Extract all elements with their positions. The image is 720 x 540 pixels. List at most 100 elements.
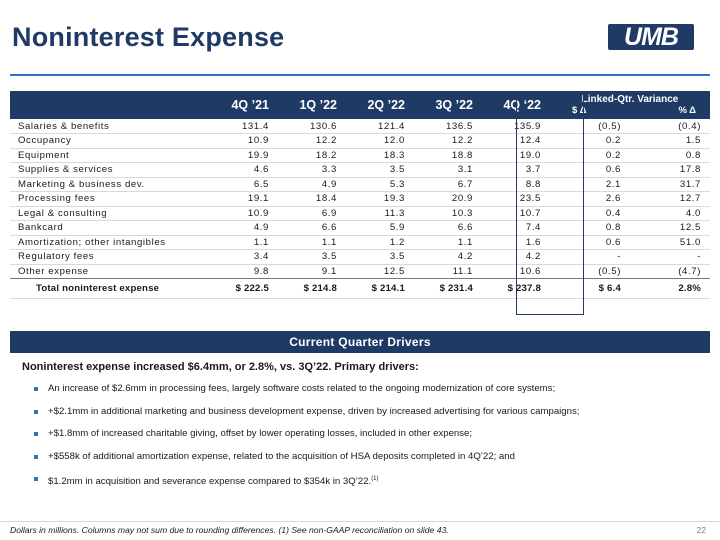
bullet-icon (34, 409, 38, 414)
table-cell: $ 214.1 (346, 278, 414, 299)
table-cell: 10.7 (519, 207, 541, 219)
table-cell: 10.6 (519, 265, 541, 277)
row-label: Legal & consulting (18, 207, 108, 219)
table-cell: 0.4 (605, 207, 621, 219)
row-label: Occupancy (18, 135, 72, 147)
table-cell: $ 231.4 (414, 278, 482, 299)
table-cell: (4.7) (678, 265, 701, 277)
table-cell: 18.2 (315, 149, 337, 161)
table-cell: 8.8 (525, 178, 541, 190)
drivers-header: Current Quarter Drivers (10, 331, 710, 353)
table-cell: 19.9 (247, 149, 269, 161)
row-label: Equipment (18, 149, 70, 161)
table-cell: 6.6 (457, 222, 473, 234)
variance-pct-header: % Δ (678, 105, 696, 116)
table-cell: 4.0 (685, 207, 701, 219)
table-cell: 12.2 (451, 135, 473, 147)
table-cell: 4.9 (253, 222, 269, 234)
table-cell: 7.4 (525, 222, 541, 234)
footnote-ref: (1) (371, 476, 379, 482)
table-cell: 1.5 (685, 135, 701, 147)
table-cell: 1.1 (321, 236, 337, 248)
table-cell: 10.3 (451, 207, 473, 219)
table-cell: 4.6 (253, 164, 269, 176)
table-cell: (0.5) (598, 120, 621, 132)
table-cell: 130.6 (309, 120, 337, 132)
table-cell: 31.7 (679, 178, 701, 190)
table-row: Equipment 19.9 18.2 18.3 18.8 19.0 0.2 0.8 (10, 148, 710, 163)
bullet-text: +$558k of additional amortization expens… (48, 450, 515, 462)
table-cell: 10.9 (247, 207, 269, 219)
table-cell: 11.3 (384, 207, 405, 219)
table-cell: 135.9 (513, 120, 541, 132)
table-cell: 121.4 (377, 120, 405, 132)
footnote: Dollars in millions. Columns may not sum… (10, 525, 449, 535)
row-label: Total noninterest expense (10, 278, 210, 299)
drivers-list: An increase of $2.6mm in processing fees… (34, 383, 704, 496)
table-cell: 3.7 (525, 164, 541, 176)
table-row: Salaries & benefits 131.4 130.6 121.4 136.5 1… (10, 119, 710, 134)
table-cell: 19.3 (383, 193, 405, 205)
table-cell: 3.5 (389, 251, 405, 263)
table-body: Salaries & benefits 131.4 130.6 121.4 136.5 1… (10, 119, 710, 299)
header-blank (10, 91, 210, 119)
table-cell: 19.1 (247, 193, 269, 205)
bullet-icon (34, 432, 38, 436)
bullet-text: An increase of $2.6mm in processing fees… (48, 383, 556, 394)
table-cell: 18.8 (451, 149, 473, 161)
table-cell: 3.5 (389, 164, 405, 176)
list-item: An increase of $2.6mm in processing fees… (34, 383, 704, 406)
table-cell: 3.4 (253, 251, 269, 263)
footer-divider (0, 521, 720, 522)
table-cell: 136.5 (445, 120, 473, 132)
row-label: Other expense (18, 265, 89, 277)
col-header-4q22: 4Q ‘22 (503, 98, 541, 112)
list-item: +$2.1mm in additional marketing and busi… (34, 406, 704, 429)
table-cell: 12.4 (519, 135, 541, 147)
table-cell: 19.0 (519, 149, 541, 161)
table-cell: 6.9 (321, 207, 337, 219)
table-cell: 3.1 (457, 164, 473, 176)
row-label: Marketing & business dev. (18, 178, 145, 190)
table-cell: 12.7 (679, 193, 701, 205)
table-cell: 9.8 (253, 265, 269, 277)
table-cell: 1.1 (253, 236, 269, 248)
table-cell: (0.4) (678, 120, 701, 132)
table-cell: 0.8 (605, 222, 621, 234)
table-cell: 11.1 (452, 265, 473, 277)
bullet-text: $1.2mm in acquisition and severance expe… (48, 476, 372, 488)
table-cell: 23.5 (519, 193, 541, 205)
table-cell: 0.2 (605, 135, 621, 147)
table-cell: 12.2 (315, 135, 337, 147)
table-cell: 10.9 (247, 135, 269, 147)
table-cell: 1.6 (525, 236, 541, 248)
table-cell: 5.3 (389, 178, 405, 190)
row-label: Bankcard (18, 222, 64, 234)
variance-dollar-header: $ Δ (572, 105, 587, 116)
table-cell: 4.9 (321, 178, 337, 190)
row-label: Amortization; other intangibles (18, 236, 166, 248)
table-cell: 6.6 (321, 222, 337, 234)
table-cell: 3.3 (321, 164, 337, 176)
table-row: Processing fees 19.1 18.4 19.3 20.9 23.5 2.6 12… (10, 192, 710, 206)
table-cell: 51.0 (679, 236, 701, 248)
table-cell: 17.8 (679, 164, 701, 176)
table-cell: 6.5 (253, 178, 269, 190)
table-cell: 0.2 (605, 149, 621, 161)
bullet-text: +$2.1mm in additional marketing and busi… (48, 405, 580, 417)
col-header-1q22: 1Q ’22 (299, 98, 337, 112)
page-number: 22 (696, 525, 706, 535)
variance-title: Linked-Qtr. Variance (581, 94, 679, 105)
table-cell: (0.5) (598, 265, 621, 277)
row-label: Regulatory fees (18, 251, 95, 263)
page-title: Noninterest Expense (12, 22, 285, 52)
table-cell: 0.6 (605, 164, 621, 176)
table-cell: $ 237.8 (482, 278, 550, 299)
table-cell: 0.6 (605, 236, 621, 248)
table-cell: 12.0 (383, 135, 405, 147)
table-row: Marketing & business dev. 6.5 4.9 5.3 6.7 8.8… (10, 177, 710, 192)
table-cell: 3.5 (321, 251, 337, 263)
row-label: Salaries & benefits (18, 120, 110, 132)
total-row: Total noninterest expense $ 222.5 $ 214.8 $… (10, 278, 710, 299)
table-cell: 5.9 (389, 222, 405, 234)
